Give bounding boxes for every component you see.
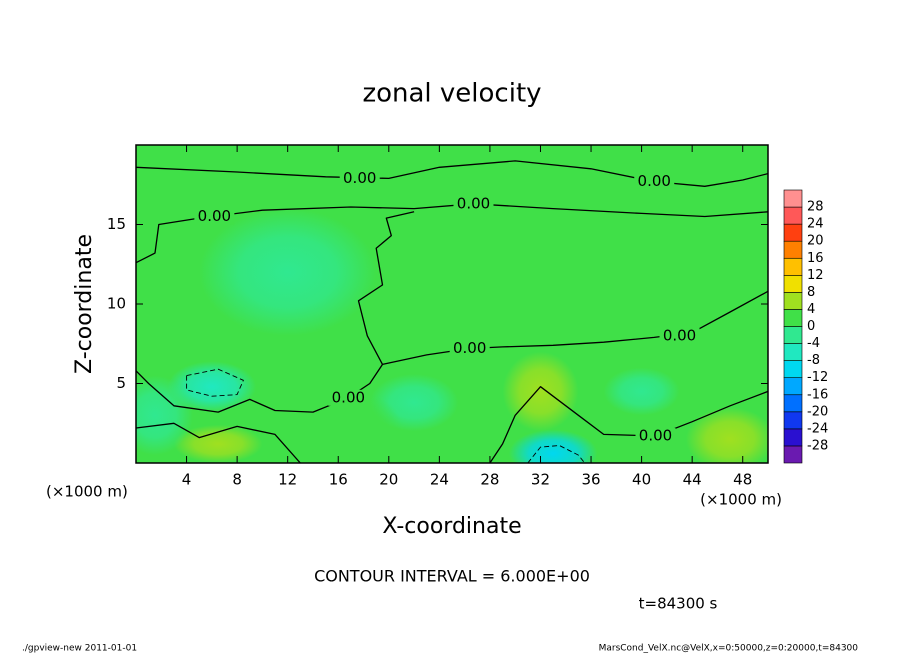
colorbar-swatch [783,445,803,464]
x-tick-label: 44 [683,471,702,489]
colorbar-swatch [783,360,803,378]
contour-label-bg [453,195,494,212]
colorbar-swatch [783,223,803,242]
colorbar-swatch [783,377,803,396]
field-blob [685,407,768,463]
field-blob [167,361,257,413]
colorbar-swatch [783,189,803,208]
contour-line [357,211,415,365]
contour-label: 0.00 [457,194,490,212]
contour-interval: CONTOUR INTERVAL = 6.000E+00 [314,567,590,586]
colorbar-swatch [783,206,803,225]
contour-label: 0.00 [638,172,671,190]
colorbar-label: -8 [807,353,820,368]
x-tick-label: 4 [182,471,192,489]
colorbar-swatch [783,428,803,447]
x-tick-label: 8 [232,471,242,489]
colorbar-swatch [783,275,803,293]
footer-right: MarsCond_VelX.nc@VelX,x=0:50000,z=0:2000… [599,644,859,654]
contour-label-bg [328,389,369,406]
x-tick-label: 20 [379,471,398,489]
contour-label-bg [449,340,490,357]
colorbar-swatch [783,240,803,259]
colorbar-label: 20 [807,234,824,249]
overlay: 4 8 12 16 20 24 28 32 36 40 44 4851015-28-24-20-16-… [107,144,828,489]
y-axis-label: Z-coordinate [72,234,97,374]
contour-label: 0.00 [343,169,376,187]
field-blob [502,351,579,432]
colorbar-label: -16 [807,387,828,402]
colorbar-label: -20 [807,404,828,419]
x-axis-label: X-coordinate [382,514,521,539]
colorbar-label: 4 [807,302,815,317]
y-tick-label: 10 [107,295,126,313]
y-tick-label: 15 [107,215,126,233]
plot-area: 0.00 0.00 0.00 0.00 0.00 0.00 0.00 0.00 [136,145,768,463]
contour-label-bg [194,208,235,225]
contour-label: 0.00 [663,326,696,344]
contour-label: 0.00 [453,339,486,357]
contour-label-bg [634,173,675,190]
x-tick-label: 48 [733,471,752,489]
x-unit-label: (×1000 m) [46,483,128,501]
colorbar-swatch [783,326,803,344]
contour-label-bg [635,427,676,444]
y-tick-label: 5 [116,374,126,392]
colorbar-label: 24 [807,217,824,232]
x-tick-label: 12 [278,471,297,489]
contour-line [136,422,301,463]
field-blob [603,367,680,416]
colorbar-swatch [783,343,803,361]
colorbar-swatch [783,411,803,430]
contour-line [136,160,768,187]
x-tick-label: 16 [329,471,348,489]
colorbar-swatch [783,292,803,310]
field-blob [173,424,263,463]
x-tick-label: 36 [581,471,600,489]
colorbar-label: 16 [807,251,824,266]
contour-label-bg [659,327,700,344]
field-blob [199,208,377,336]
contour-label-bg [339,170,380,187]
contour-label: 0.00 [332,388,365,406]
x-tick-label: 40 [632,471,651,489]
chart-title: zonal velocity [362,79,541,109]
contour-line [489,386,768,463]
colorbar-label: -24 [807,421,828,436]
field-blob [136,375,193,456]
x-tick-label: 28 [480,471,499,489]
colorbar-label: -4 [807,336,820,351]
contour-label: 0.00 [198,207,231,225]
colorbar-label: -12 [807,370,828,385]
colorbar-swatch [783,394,803,413]
colorbar-swatch [783,257,803,276]
colorbar-label: 12 [807,268,824,283]
colorbar-label: -28 [807,438,828,453]
contour-label: 0.00 [639,426,672,444]
footer-left: ./gpview-new 2011-01-01 [22,644,137,654]
contour-line [186,368,244,397]
x-tick-label: 32 [531,471,550,489]
contour-line [136,203,768,264]
x-unit-label: (×1000 m) [700,491,782,509]
colorbar-label: 0 [807,319,815,334]
colorbar-label: 28 [807,200,824,215]
time-label: t=84300 s [639,595,718,613]
colorbar-swatch [783,309,803,327]
colorbar-label: 8 [807,285,815,300]
x-tick-label: 24 [430,471,449,489]
